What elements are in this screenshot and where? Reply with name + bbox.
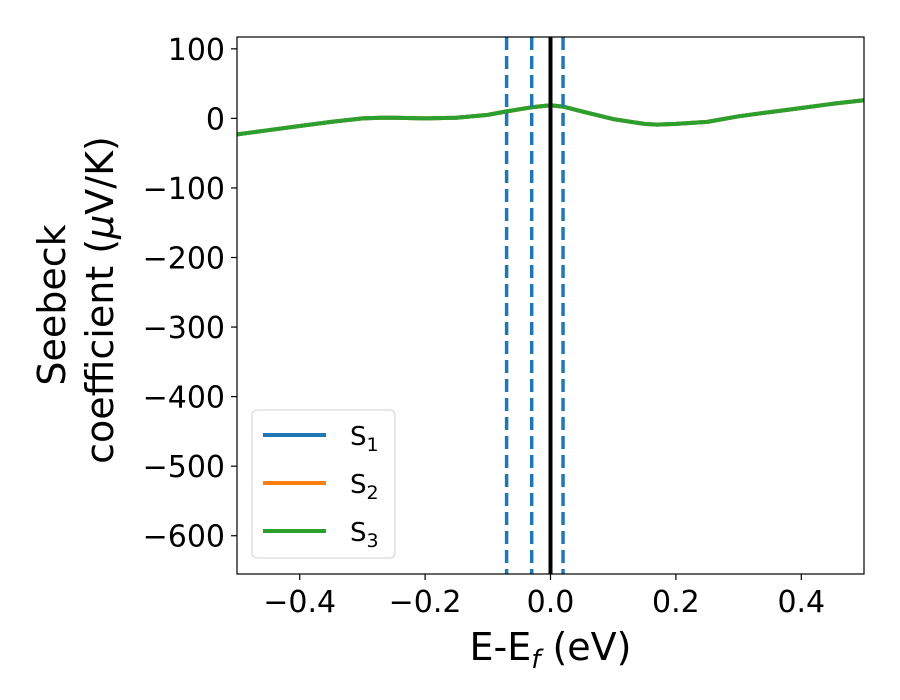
legend-label-2: S2 — [350, 470, 379, 504]
y-axis-label-line2: coefficient (μV/K) — [78, 136, 122, 464]
x-tick-label: −0.2 — [389, 585, 462, 620]
y-tick-label: −600 — [143, 520, 225, 555]
plot-content — [237, 37, 864, 574]
y-tick-label: −100 — [143, 172, 225, 207]
y-tick-label: −500 — [143, 450, 225, 485]
x-axis-ticks: −0.4 −0.2 0.0 0.2 0.4 — [263, 574, 825, 620]
y-axis-ticks: 100 0 −100 −200 −300 −400 −500 −600 — [143, 33, 237, 555]
y-tick-label: −300 — [143, 311, 225, 346]
y-tick-label: −400 — [143, 381, 225, 416]
legend-label-1: S1 — [350, 422, 379, 456]
y-axis-label-mu: μ — [78, 215, 122, 240]
x-axis-label-main: E-E — [470, 625, 532, 669]
y-tick-label: 0 — [206, 102, 225, 137]
x-axis-label: E-Ef (eV) — [470, 625, 632, 675]
legend-label-3: S3 — [350, 518, 379, 552]
y-axis-label-prefix: coefficient ( — [78, 239, 122, 464]
y-axis-label: Seebeck coefficient (μV/K) — [30, 136, 122, 464]
y-tick-label: 100 — [168, 33, 225, 68]
x-axis-label-unit: (eV) — [540, 625, 631, 669]
y-tick-label: −200 — [143, 242, 225, 277]
x-tick-label: 0.0 — [527, 585, 575, 620]
series-line-3 — [237, 98, 864, 137]
x-tick-label: 0.4 — [777, 585, 825, 620]
legend: S1 S2 S3 — [251, 409, 396, 559]
plot-marks — [237, 37, 864, 574]
y-axis-label-line1: Seebeck — [30, 224, 74, 385]
y-axis-label-suffix: V/K) — [78, 136, 122, 215]
x-tick-label: −0.4 — [263, 585, 336, 620]
x-tick-label: 0.2 — [652, 585, 700, 620]
